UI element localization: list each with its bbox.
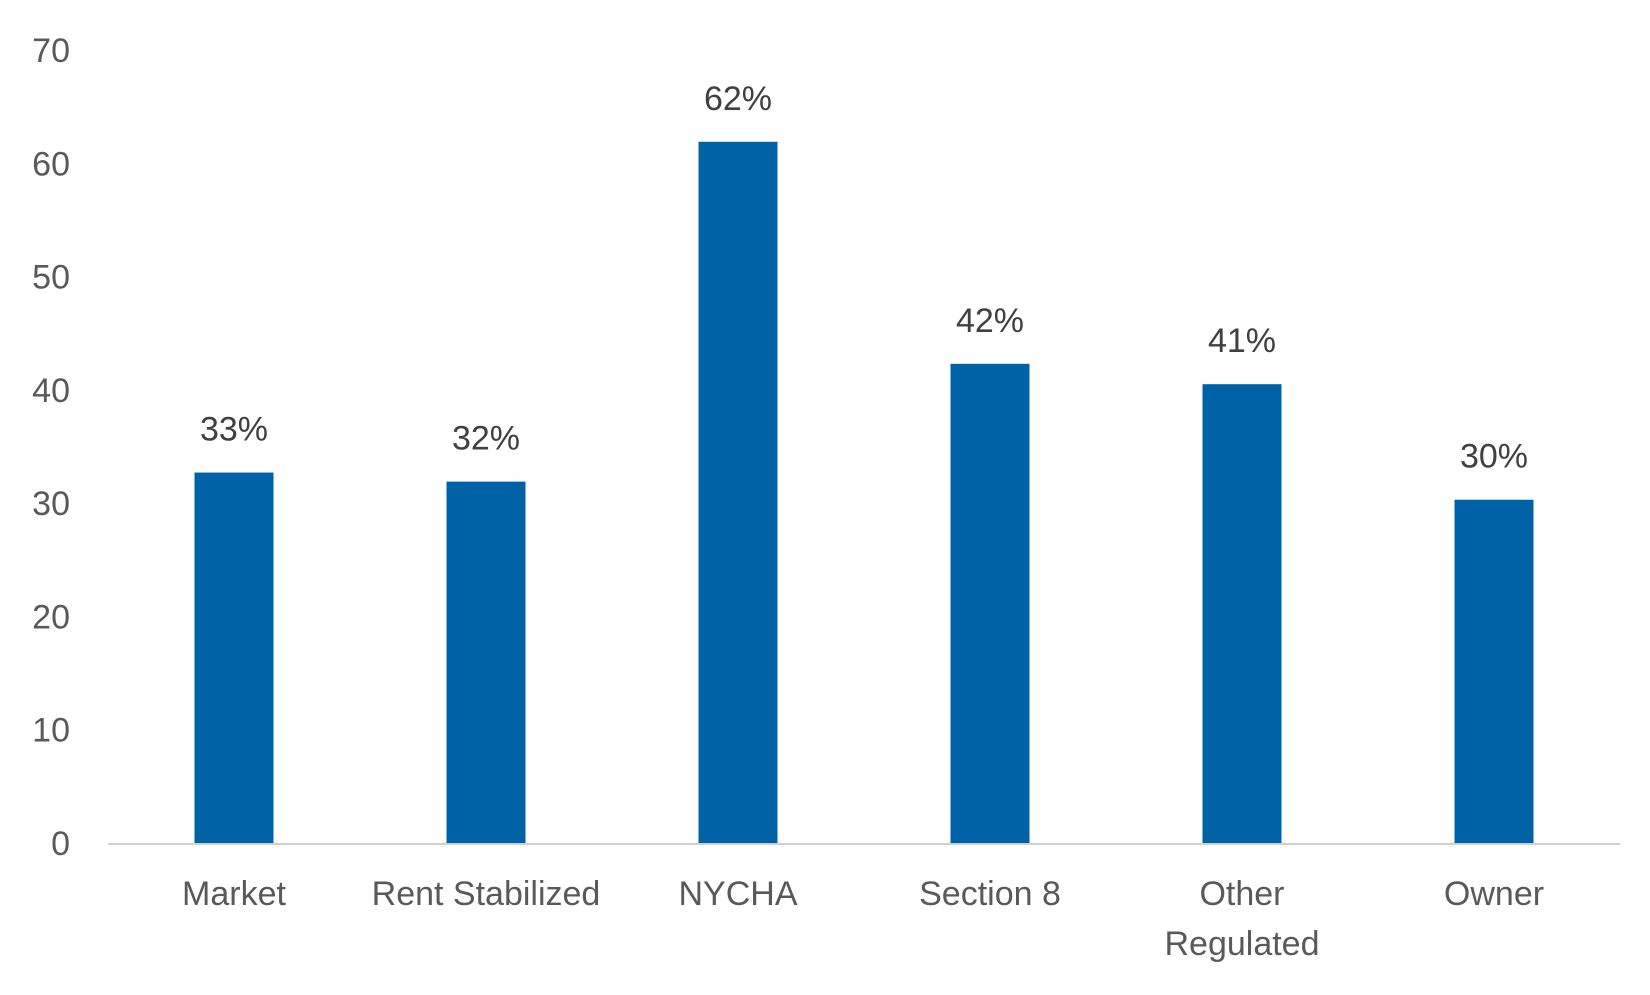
bar: [698, 141, 778, 844]
x-tick-label-line: Regulated: [1164, 925, 1319, 963]
x-tick-label: Market: [182, 875, 286, 913]
data-label: 42%: [956, 302, 1024, 340]
y-tick-label: 60: [32, 145, 70, 183]
data-label: 32%: [452, 420, 520, 458]
bar: [446, 481, 526, 843]
y-tick-label: 10: [32, 712, 70, 750]
x-tick-label: Section 8: [919, 875, 1061, 913]
bar: [1454, 499, 1534, 843]
y-tick-label: 30: [32, 485, 70, 523]
y-tick-label: 40: [32, 372, 70, 410]
x-tick-label: NYCHA: [678, 875, 797, 913]
x-tick-label-line: Other: [1199, 875, 1284, 913]
data-labels: 33% 32% 62% 42% 41% 30%: [200, 80, 1528, 476]
y-tick-label: 20: [32, 598, 70, 636]
y-tick-label: 0: [51, 825, 70, 863]
data-label: 41%: [1208, 322, 1276, 360]
x-tick-label-line: NYCHA: [678, 875, 797, 913]
x-tick-label: Rent Stabilized: [372, 875, 601, 913]
bar: [950, 363, 1030, 843]
bar-series: [194, 141, 1534, 844]
y-tick-label: 50: [32, 259, 70, 297]
x-axis: Market Rent Stabilized NYCHA Section 8 Other…: [182, 875, 1544, 963]
y-tick-label: 70: [32, 32, 70, 70]
x-tick-label: Owner: [1444, 875, 1544, 913]
data-label: 62%: [704, 80, 772, 118]
data-label: 33%: [200, 411, 268, 449]
x-tick-label: Other Regulated: [1164, 875, 1319, 963]
x-tick-label-line: Section 8: [919, 875, 1061, 913]
y-axis: 0 10 20 30 40 50 60 70: [32, 32, 70, 863]
data-label: 30%: [1460, 438, 1528, 476]
bar: [194, 472, 274, 843]
x-tick-label-line: Market: [182, 875, 286, 913]
x-tick-label-line: Rent Stabilized: [372, 875, 601, 913]
x-tick-label-line: Owner: [1444, 875, 1544, 913]
bar: [1202, 384, 1282, 843]
